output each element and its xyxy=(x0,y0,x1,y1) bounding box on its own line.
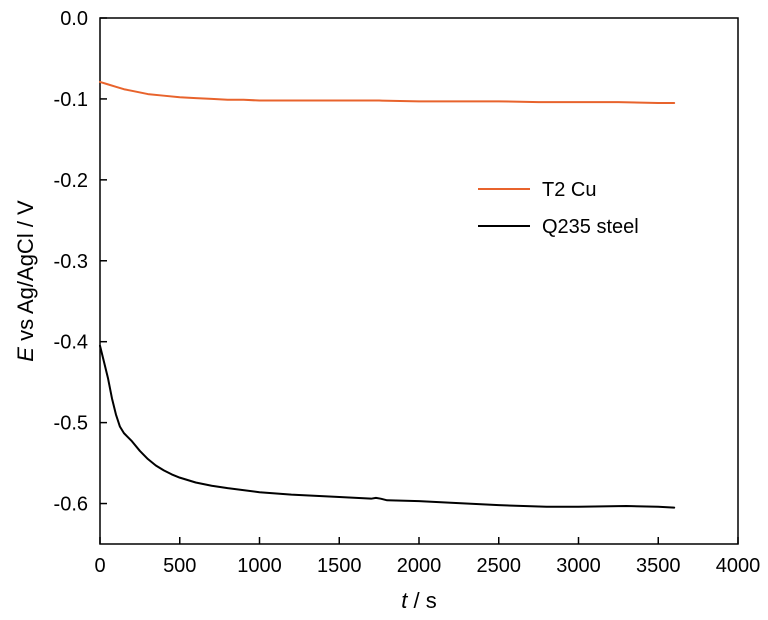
y-axis-symbol: E xyxy=(13,347,38,362)
x-axis-symbol: t xyxy=(401,588,408,613)
legend-label-q235-steel: Q235 steel xyxy=(542,216,639,238)
plot-frame xyxy=(99,17,739,545)
series-lines xyxy=(99,80,676,509)
x-tick-label: 1000 xyxy=(237,555,282,577)
plot-area-border xyxy=(99,17,739,545)
y-tick-label: -0.2 xyxy=(54,170,88,192)
x-tick-label: 2000 xyxy=(397,555,442,577)
x-axis-title: t / s xyxy=(401,588,436,613)
x-tick-label: 2500 xyxy=(477,555,522,577)
x-tick-label: 500 xyxy=(163,555,196,577)
y-tick-label: -0.5 xyxy=(54,413,88,435)
y-tick-label: -0.4 xyxy=(54,332,88,354)
legend: T2 Cu Q235 steel xyxy=(478,179,639,238)
x-axis-unit: / s xyxy=(407,588,436,613)
x-tick-label: 0 xyxy=(94,555,105,577)
series-line-q235-steel xyxy=(99,344,676,509)
y-axis-rest: vs Ag/AgCl / V xyxy=(13,200,38,347)
y-tick-label: -0.1 xyxy=(54,89,88,111)
x-axis: 0 500 1000 1500 2000 2500 3000 3500 4000 xyxy=(94,537,760,577)
legend-label-t2-cu: T2 Cu xyxy=(542,179,596,201)
y-axis: 0.0 -0.1 -0.2 -0.3 -0.4 -0.5 -0.6 xyxy=(54,8,107,516)
series-line-t2-cu xyxy=(99,80,676,104)
x-tick-label: 3000 xyxy=(556,555,601,577)
x-tick-label: 1500 xyxy=(317,555,362,577)
y-axis-title: E vs Ag/AgCl / V xyxy=(13,200,38,362)
y-tick-label: -0.6 xyxy=(54,494,88,516)
y-tick-label: -0.3 xyxy=(54,251,88,273)
x-tick-label: 4000 xyxy=(716,555,761,577)
y-tick-label: 0.0 xyxy=(60,8,88,30)
x-tick-label: 3500 xyxy=(636,555,681,577)
